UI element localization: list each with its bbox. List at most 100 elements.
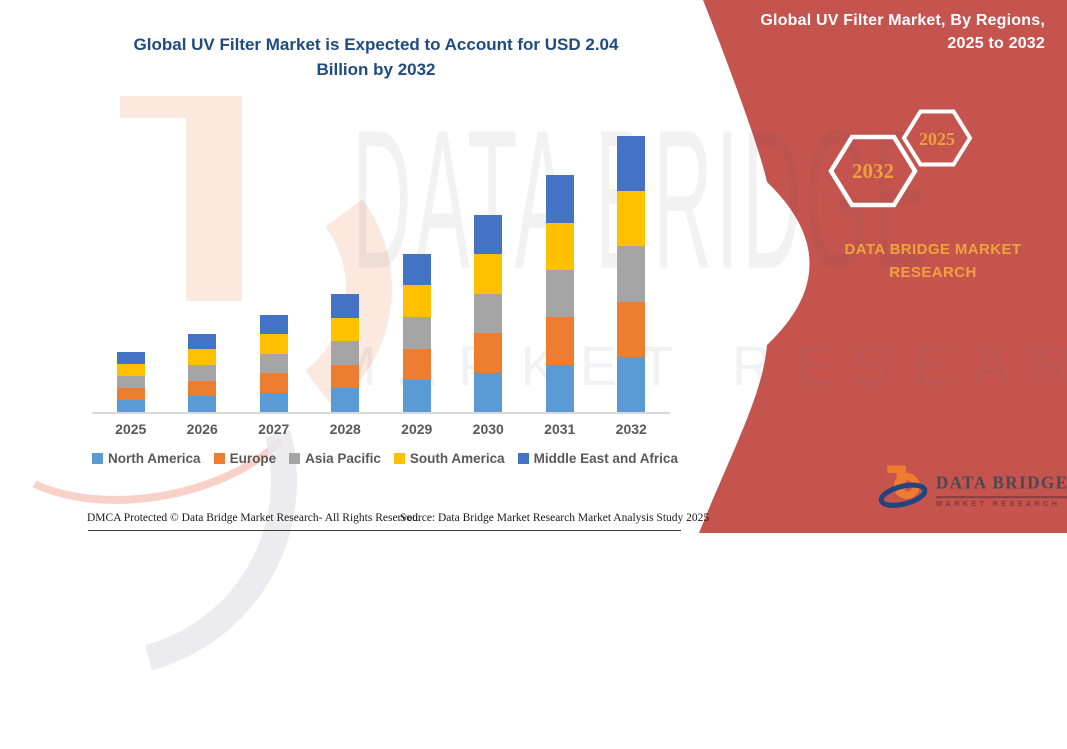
legend-swatch-icon xyxy=(517,453,529,464)
bar-segment-south-america xyxy=(188,349,217,365)
stacked-bar-plot-area xyxy=(92,100,670,414)
chart-title: Global UV Filter Market is Expected to A… xyxy=(96,32,656,82)
bar-segment-asia-pacific xyxy=(402,317,431,349)
bar-segment-middle-east-and-africa xyxy=(116,352,145,365)
brand-line-1: DATA BRIDGE MARKET xyxy=(844,241,1022,258)
stacked-bar-2030 xyxy=(474,214,503,412)
logo-b-foot xyxy=(887,465,901,473)
legend-label: North America xyxy=(108,451,201,466)
stacked-bar-2025 xyxy=(116,352,145,412)
year-hexagons: 2032 2025 xyxy=(828,109,973,208)
bar-segment-europe xyxy=(331,364,360,389)
bar-segment-middle-east-and-africa xyxy=(259,314,288,335)
logo-subtitle: MARKET RESEARCH xyxy=(936,499,1061,508)
hexagon-2032 xyxy=(828,134,918,208)
legend-item-south-america: South America xyxy=(393,451,505,466)
bar-segment-south-america xyxy=(402,285,431,318)
hexagon-2025-label: 2025 xyxy=(919,129,955,149)
legend-swatch-icon xyxy=(289,453,301,464)
bar-segment-middle-east-and-africa xyxy=(188,333,217,350)
stacked-bar-2031 xyxy=(545,175,574,412)
stacked-bar-2026 xyxy=(188,333,217,412)
bar-segment-asia-pacific xyxy=(188,364,217,381)
footer-source-text: Source: Data Bridge Market Research Mark… xyxy=(400,512,710,524)
logo-swoosh xyxy=(878,482,928,508)
bar-segment-north-america xyxy=(617,356,646,412)
hexagon-2025 xyxy=(901,109,973,167)
x-axis-line xyxy=(92,412,670,414)
x-axis-label-2025: 2025 xyxy=(115,421,147,437)
bar-segment-north-america xyxy=(116,400,145,412)
hexagon-2032-label: 2032 xyxy=(852,159,894,183)
bar-segment-middle-east-and-africa xyxy=(545,175,574,223)
red-panel-shape xyxy=(699,0,1067,533)
logo-text: DATA BRIDGE MARKET RESEARCH xyxy=(936,473,1067,508)
legend-swatch-icon xyxy=(213,453,225,464)
red-side-panel xyxy=(699,0,1067,533)
bar-segment-south-america xyxy=(617,191,646,247)
legend-swatch-icon xyxy=(92,453,104,464)
bar-segment-europe xyxy=(617,301,646,357)
bar-segment-europe xyxy=(116,388,145,401)
bar-segment-europe xyxy=(259,373,288,393)
bar-segment-europe xyxy=(188,380,217,397)
bar-segment-middle-east-and-africa xyxy=(402,253,431,286)
bar-segment-north-america xyxy=(259,392,288,412)
x-axis-label-2031: 2031 xyxy=(544,421,576,437)
bar-segment-north-america xyxy=(474,372,503,412)
stacked-bar-2029 xyxy=(402,253,431,412)
legend-label: Middle East and Africa xyxy=(533,451,678,466)
x-axis-label-2027: 2027 xyxy=(258,421,290,437)
bar-segment-middle-east-and-africa xyxy=(617,136,646,192)
watermark-logo-stem xyxy=(186,96,242,301)
bar-segment-north-america xyxy=(545,364,574,412)
bar-segment-south-america xyxy=(545,222,574,270)
bar-segment-south-america xyxy=(259,334,288,354)
bar-segment-north-america xyxy=(402,380,431,412)
brand-wordmark: DATA BRIDGE MARKET RESEARCH xyxy=(828,238,1038,284)
bar-segment-north-america xyxy=(188,396,217,412)
bar-segment-middle-east-and-africa xyxy=(474,214,503,254)
chart-legend: North America Europe Asia Pacific South Ame… xyxy=(60,451,710,466)
footer-dmca-text: DMCA Protected © Data Bridge Market Rese… xyxy=(87,512,421,524)
legend-label: Europe xyxy=(229,451,277,466)
bar-segment-north-america xyxy=(331,388,360,412)
brand-line-2: RESEARCH xyxy=(889,264,977,281)
stacked-bar-2032 xyxy=(617,136,646,412)
bar-segment-asia-pacific xyxy=(474,293,503,333)
panel-header: Global UV Filter Market, By Regions, 202… xyxy=(685,9,1045,55)
chart-title-line-1: Global UV Filter Market is Expected to A… xyxy=(133,35,619,54)
bar-segment-asia-pacific xyxy=(617,246,646,302)
watermark-logo-foot xyxy=(120,96,188,118)
legend-item-asia-pacific: Asia Pacific xyxy=(289,451,381,466)
data-bridge-logo-icon xyxy=(878,465,928,508)
bar-segment-europe xyxy=(402,348,431,381)
legend-item-middle-east-and-africa: Middle East and Africa xyxy=(517,451,678,466)
x-axis-labels: 2025 2026 2027 2028 2029 2030 2031 2032 xyxy=(95,421,667,441)
data-bridge-logo: DATA BRIDGE MARKET RESEARCH xyxy=(878,460,1067,510)
bar-segment-asia-pacific xyxy=(545,269,574,318)
bar-segment-europe xyxy=(545,317,574,365)
legend-label: Asia Pacific xyxy=(305,451,381,466)
bar-segment-asia-pacific xyxy=(331,341,360,365)
x-axis-label-2032: 2032 xyxy=(615,421,647,437)
logo-title: DATA BRIDGE xyxy=(936,473,1067,499)
x-axis-label-2029: 2029 xyxy=(401,421,433,437)
stacked-bar-2027 xyxy=(259,314,288,412)
bar-segment-asia-pacific xyxy=(259,353,288,374)
panel-header-line-2: 2025 to 2032 xyxy=(947,35,1045,52)
bar-segment-asia-pacific xyxy=(116,376,145,389)
bar-segment-south-america xyxy=(331,317,360,342)
legend-label: South America xyxy=(409,451,505,466)
chart-title-line-2: Billion by 2032 xyxy=(316,60,436,79)
bar-segment-south-america xyxy=(474,254,503,294)
bar-segment-middle-east-and-africa xyxy=(331,294,360,318)
legend-swatch-icon xyxy=(393,453,405,464)
bar-segment-europe xyxy=(474,333,503,373)
panel-header-line-1: Global UV Filter Market, By Regions, xyxy=(760,12,1045,29)
x-axis-label-2030: 2030 xyxy=(472,421,504,437)
stacked-bar-2028 xyxy=(331,294,360,412)
legend-item-north-america: North America xyxy=(92,451,201,466)
bar-segment-south-america xyxy=(116,364,145,377)
footer-rule xyxy=(88,530,681,531)
